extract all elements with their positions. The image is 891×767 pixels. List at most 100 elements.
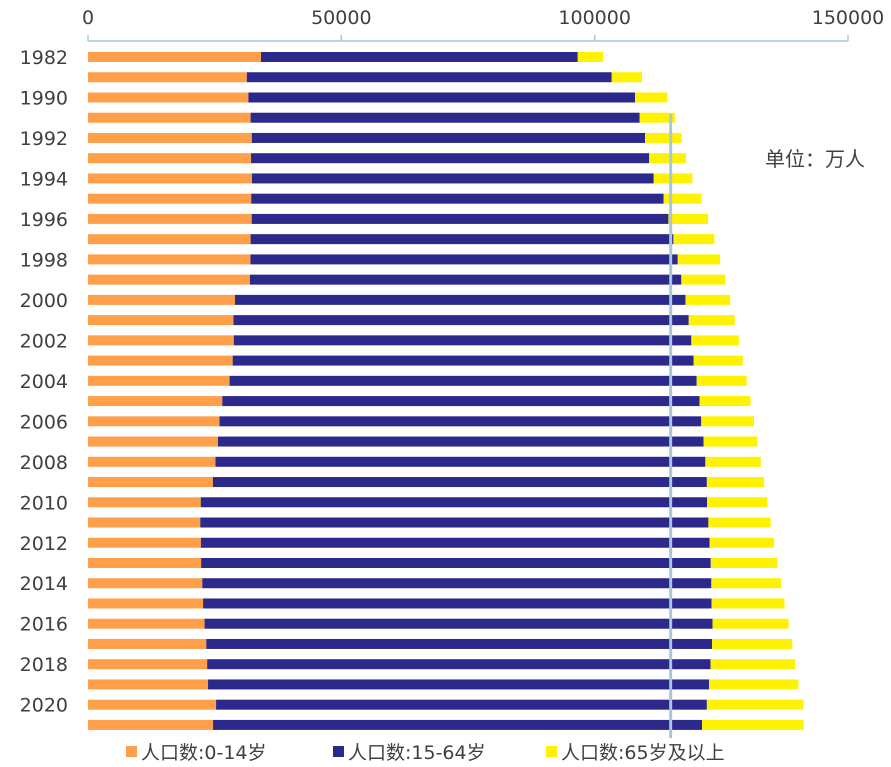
bar-segment-2002-s1 — [88, 335, 234, 346]
legend: 人口数:0-14岁 人口数:15-64岁 人口数:65岁及以上 — [126, 742, 725, 764]
y-tick-label-2000: 2000 — [20, 290, 68, 312]
bar-segment-1996-s2 — [251, 213, 669, 224]
bar-segment-2006-s3 — [701, 416, 754, 427]
bar-segment-2016-s3 — [712, 618, 789, 629]
bar-segment-2003-s3 — [693, 355, 743, 366]
bar-segment-2006-s2 — [219, 416, 702, 427]
bar-segment-2018-s1 — [88, 659, 208, 670]
y-tick-label-1998: 1998 — [20, 249, 68, 271]
bar-segment-2000-s3 — [685, 294, 731, 305]
bar-segment-2004-s2 — [229, 375, 697, 386]
bar-segment-2004-s3 — [696, 375, 747, 386]
bar-segment-2000-s1 — [88, 294, 235, 305]
bar-segment-2010-s2 — [200, 497, 708, 508]
bar-segment-1992-s3 — [645, 132, 682, 143]
bar-segment-2016-s1 — [88, 618, 205, 629]
bar-segment-2019-s3 — [709, 679, 799, 690]
bar-segment-1991-s1 — [88, 112, 251, 123]
bar-segment-2011-s2 — [200, 517, 709, 528]
bar-segment-1996-s3 — [668, 213, 709, 224]
bar-segment-2021-s2 — [213, 719, 703, 730]
bar-segment-2009-s1 — [88, 477, 213, 488]
bar-segment-1987-s1 — [88, 72, 247, 83]
bar-segment-2009-s3 — [706, 477, 765, 488]
bar-segment-1995-s2 — [251, 193, 664, 204]
y-tick-label-1994: 1994 — [20, 168, 68, 190]
bar-segment-2014-s2 — [202, 578, 712, 589]
bar-segment-2005-s1 — [88, 396, 223, 407]
y-tick-label-2014: 2014 — [20, 573, 68, 595]
y-tick-label-2018: 2018 — [20, 654, 68, 676]
bar-segment-2002-s2 — [233, 335, 692, 346]
bar-segment-1994-s2 — [251, 173, 654, 184]
x-tick-label-150000: 150000 — [812, 7, 885, 29]
legend-swatch-3 — [546, 746, 557, 757]
bar-segment-2014-s1 — [88, 578, 203, 589]
bar-segment-2010-s3 — [707, 497, 768, 508]
bar-segment-1998-s1 — [88, 254, 251, 265]
bar-segment-2012-s1 — [88, 537, 201, 548]
bar-segment-1995-s1 — [88, 193, 252, 204]
bar-segment-1999-s3 — [681, 274, 726, 285]
y-tick-label-1990: 1990 — [20, 87, 68, 109]
y-tick-label-2008: 2008 — [20, 452, 68, 474]
y-tick-label-2010: 2010 — [20, 492, 68, 514]
bar-segment-2016-s2 — [204, 618, 713, 629]
bar-segment-2014-s3 — [711, 578, 782, 589]
bar-segment-1990-s3 — [635, 92, 668, 103]
bar-segment-1991-s2 — [250, 112, 640, 123]
y-tick-label-2006: 2006 — [20, 411, 68, 433]
bar-segment-2021-s3 — [702, 719, 804, 730]
bar-segment-2007-s3 — [703, 436, 758, 447]
y-tick-label-2012: 2012 — [20, 533, 68, 555]
bar-segment-2017-s3 — [712, 638, 793, 649]
bar-segment-1994-s3 — [653, 173, 693, 184]
y-tick-label-2020: 2020 — [20, 695, 68, 717]
bar-segment-2012-s2 — [200, 537, 710, 548]
x-tick-label-50000: 50000 — [311, 7, 371, 29]
bar-segment-1994-s1 — [88, 173, 252, 184]
bar-segment-1995-s3 — [663, 193, 702, 204]
bar-segment-1990-s2 — [248, 92, 636, 103]
bar-segment-2012-s3 — [709, 537, 775, 548]
bar-segment-2005-s3 — [699, 396, 751, 407]
legend-label-1: 人口数:0-14岁 — [141, 742, 267, 764]
bar-segment-1998-s2 — [250, 254, 678, 265]
bar-segment-1990-s1 — [88, 92, 249, 103]
y-tick-label-2016: 2016 — [20, 614, 68, 636]
x-axis: 0 50000 100000 150000 — [82, 7, 885, 42]
bar-segment-2013-s3 — [710, 558, 778, 568]
bar-segment-2006-s1 — [88, 416, 220, 427]
bar-segment-2015-s3 — [711, 598, 785, 609]
bar-segment-1982-s2 — [261, 52, 578, 62]
bar-segment-2001-s1 — [88, 315, 234, 326]
bar-segment-2020-s1 — [88, 699, 217, 710]
bar-segment-2018-s2 — [207, 659, 711, 670]
bar-segment-1997-s3 — [673, 234, 715, 245]
bar-segment-2019-s1 — [88, 679, 209, 690]
bar-segment-2008-s3 — [705, 456, 761, 467]
y-tick-label-1996: 1996 — [20, 209, 68, 231]
bar-segment-2017-s2 — [206, 638, 713, 649]
bar-segment-2003-s2 — [232, 355, 694, 366]
bar-segment-2011-s1 — [88, 517, 201, 528]
bar-segment-2020-s2 — [216, 699, 707, 710]
y-axis-labels: 1982 1990 1992 1994 1996 1998 2000 2002 2004 2006… — [20, 47, 68, 717]
bar-segment-1993-s1 — [88, 153, 252, 164]
bar-segment-2017-s1 — [88, 638, 207, 649]
bar-segment-1999-s2 — [249, 274, 682, 285]
bar-segment-2008-s2 — [215, 456, 706, 467]
legend-label-2: 人口数:15-64岁 — [348, 742, 486, 764]
bar-segment-2004-s1 — [88, 375, 230, 386]
bar-segment-2015-s2 — [203, 598, 712, 609]
bar-segment-2011-s3 — [708, 517, 771, 528]
bar-segment-2009-s2 — [212, 477, 707, 488]
bar-segment-1998-s3 — [677, 254, 721, 265]
y-tick-label-2004: 2004 — [20, 371, 68, 393]
bar-segment-2000-s2 — [234, 294, 686, 305]
bar-segment-2007-s2 — [218, 436, 704, 447]
bar-segment-1992-s1 — [88, 132, 252, 143]
bar-segment-2021-s1 — [88, 719, 214, 730]
